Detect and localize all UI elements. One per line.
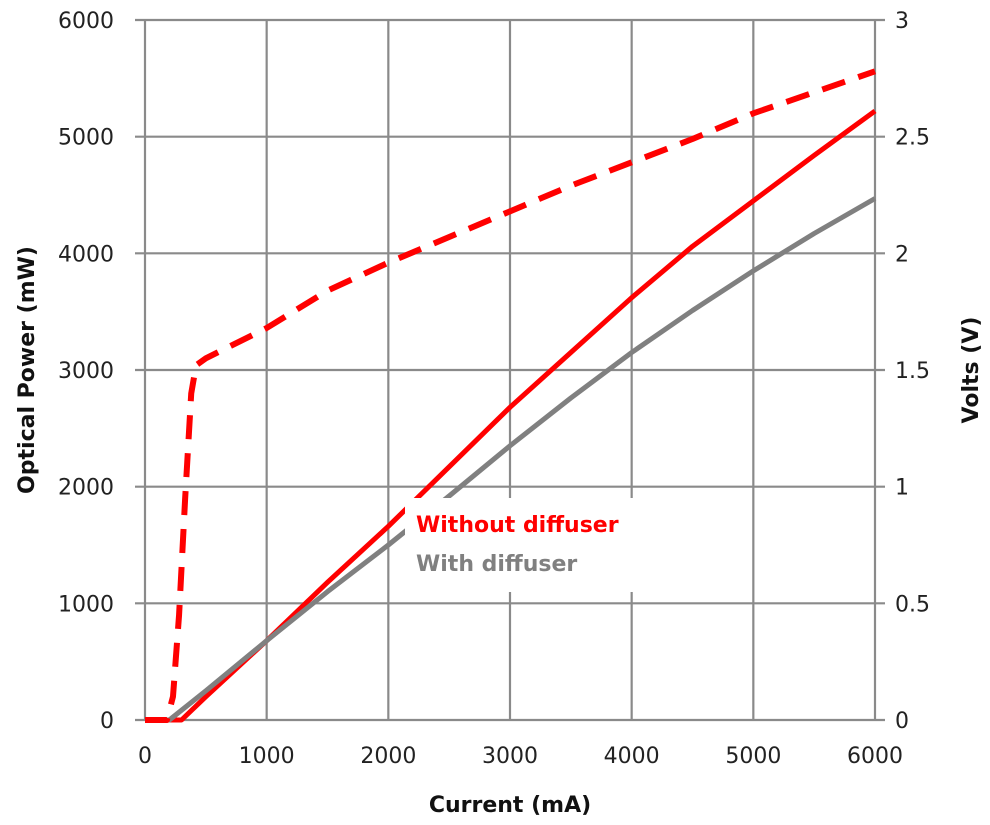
- y-right-tick-label: 3: [895, 9, 909, 34]
- x-tick-label: 5000: [725, 744, 781, 769]
- y-right-tick-label: 0: [895, 709, 909, 734]
- y-right-tick-label: 2.5: [895, 126, 930, 151]
- series-line-1: [145, 196, 877, 723]
- y-right-tick-label: 0.5: [895, 592, 930, 617]
- y-right-tick-label: 2: [895, 242, 909, 267]
- legend-entry-without-diffuser: Without diffuser: [416, 513, 619, 538]
- y-right-tick-label: 1: [895, 476, 909, 501]
- y-left-tick-label: 5000: [58, 126, 114, 151]
- y-left-tick-label: 6000: [58, 9, 114, 34]
- x-tick-label: 3000: [482, 744, 538, 769]
- x-tick-label: 6000: [847, 744, 903, 769]
- grid: [135, 18, 885, 722]
- x-tick-label: 0: [138, 744, 152, 769]
- y-left-tick-label: 2000: [58, 476, 114, 501]
- x-tick-label: 2000: [360, 744, 416, 769]
- y-left-axis-title: Optical Power (mW): [15, 246, 40, 494]
- legend-entry-with-diffuser: With diffuser: [416, 552, 577, 577]
- series-line-voltage-dashed: [145, 68, 876, 723]
- y-left-tick-label: 1000: [58, 592, 114, 617]
- y-left-tick-label: 4000: [58, 242, 114, 267]
- legend-box: [405, 498, 635, 592]
- series-line-0: [145, 108, 877, 723]
- series-group: [145, 68, 877, 723]
- y-left-tick-label: 3000: [58, 359, 114, 384]
- x-tick-label: 1000: [239, 744, 295, 769]
- tick-labels: 0 1000 2000 3000 4000 5000 6000 0 1000 2000 3000 40…: [58, 9, 930, 769]
- y-left-tick-label: 0: [100, 709, 114, 734]
- x-axis-title: Current (mA): [429, 793, 591, 818]
- y-right-tick-label: 1.5: [895, 359, 930, 384]
- x-tick-label: 4000: [604, 744, 660, 769]
- y-right-axis-title: Volts (V): [959, 317, 984, 424]
